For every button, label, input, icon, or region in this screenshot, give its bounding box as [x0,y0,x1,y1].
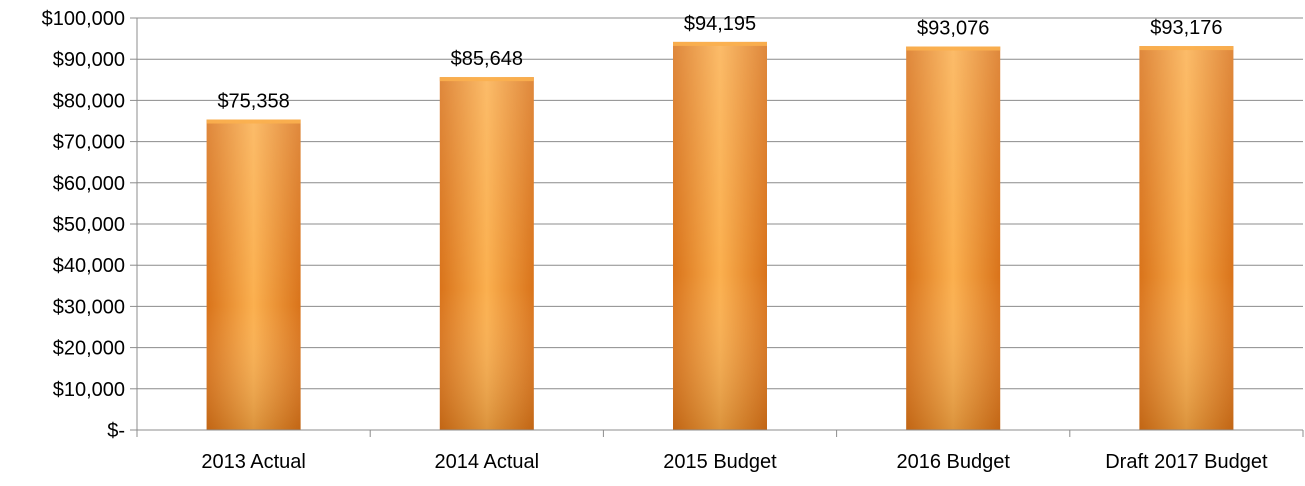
data-label: $93,076 [917,18,989,40]
x-tick-label: Draft 2017 Budget [1105,451,1268,473]
x-tick-label: 2013 Actual [201,451,306,473]
bar-shading [673,41,767,431]
bar-top-highlight [906,46,1001,51]
y-tick-label: $30,000 [53,296,125,318]
data-label: $93,176 [1150,17,1222,39]
data-label: $75,358 [217,91,289,113]
bar-top-highlight [673,41,767,46]
y-tick-label: $90,000 [53,49,125,71]
bar-shading [906,46,1001,430]
y-tick-label: $40,000 [53,255,125,277]
x-tick-label: 2014 Actual [435,451,540,473]
bar-top-highlight [439,77,534,82]
data-label: $85,648 [451,48,523,70]
bar-shading [439,77,534,430]
data-label: $94,195 [684,13,756,35]
x-tick-label: 2016 Budget [896,451,1010,473]
y-tick-label: $50,000 [53,214,125,236]
y-tick-label: $10,000 [53,379,125,401]
bar-top-highlight [1139,46,1234,51]
bars [206,41,1234,431]
axes [130,17,1304,437]
labels: $- $10,000 $20,000 $30,000 $40,000 $50,000 $60… [42,8,1268,473]
y-tick-label: $- [107,420,125,442]
bar-shading [1139,46,1234,431]
bar-top-highlight [206,119,301,124]
bar-shading [206,119,301,431]
y-tick-label: $70,000 [53,132,125,154]
x-tick-label: 2015 Budget [663,451,777,473]
y-tick-label: $100,000 [42,8,125,30]
y-tick-label: $60,000 [53,173,125,195]
y-tick-label: $20,000 [53,338,125,360]
y-tick-label: $80,000 [53,90,125,112]
